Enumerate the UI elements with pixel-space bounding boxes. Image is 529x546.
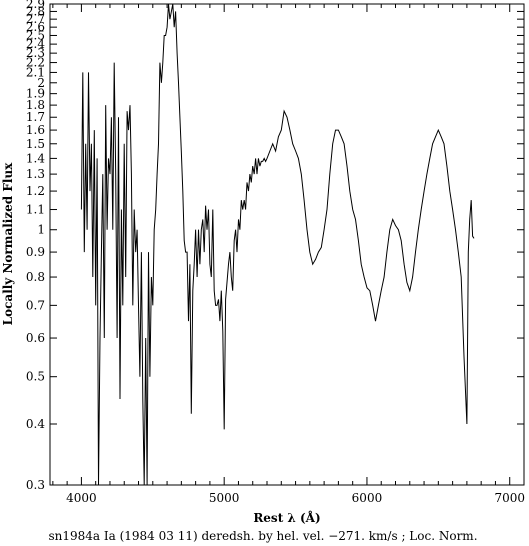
x-tick-label: 7000 <box>494 491 525 505</box>
y-tick-label: 0.6 <box>26 331 45 345</box>
y-tick-label: 2.4 <box>26 37 45 51</box>
y-tick-label: 2.8 <box>26 4 45 18</box>
y-tick-label: 1 <box>37 223 45 237</box>
y-tick-label: 1.6 <box>26 123 45 137</box>
y-tick-label: 2.6 <box>26 20 45 34</box>
y-tick-label: 2.5 <box>26 28 45 42</box>
y-axis-label: Locally Normalized Flux <box>1 162 15 325</box>
x-tick-label: 5000 <box>209 491 240 505</box>
y-tick-label: 1.4 <box>26 151 45 165</box>
y-tick-label: 2 <box>37 76 45 90</box>
y-tick-label: 2.3 <box>26 46 45 60</box>
y-tick-label: 1.7 <box>26 110 45 124</box>
y-tick-label: 0.9 <box>26 245 45 259</box>
y-tick-label: 0.8 <box>26 270 45 284</box>
y-tick-label: 2.9 <box>26 0 45 11</box>
x-tick-labels: 4000 5000 6000 7000 <box>66 491 525 505</box>
y-tick-label: 0.3 <box>26 478 45 492</box>
y-tick-label: 2.1 <box>26 65 45 79</box>
x-tick-label: 6000 <box>352 491 383 505</box>
axis-ticks <box>50 3 524 486</box>
y-tick-label: 1.3 <box>26 167 45 181</box>
y-tick-labels: 0.3 0.4 0.5 0.6 0.7 0.8 0.9 1 1.1 1.2 1.3 1.41.51.6… <box>26 0 45 492</box>
y-tick-label: 2.2 <box>26 56 45 70</box>
y-tick-label: 2.7 <box>26 12 45 26</box>
y-tick-label: 1.1 <box>26 203 45 217</box>
y-tick-label: 1.8 <box>26 98 45 112</box>
y-tick-label: 1.5 <box>26 137 45 151</box>
y-tick-label: 0.7 <box>26 298 45 312</box>
y-tick-label: 1.2 <box>26 184 45 198</box>
y-tick-label: 1.9 <box>26 87 45 101</box>
y-tick-label: 0.4 <box>26 417 45 431</box>
x-axis-label: Rest λ (Å) <box>253 510 320 525</box>
plot-frame <box>49 3 525 486</box>
y-tick-label: 0.5 <box>26 370 45 384</box>
chart-caption: sn1984a Ia (1984 03 11) deredsh. by hel.… <box>48 529 477 543</box>
x-tick-label: 4000 <box>66 491 97 505</box>
spectrum-line <box>80 3 475 486</box>
